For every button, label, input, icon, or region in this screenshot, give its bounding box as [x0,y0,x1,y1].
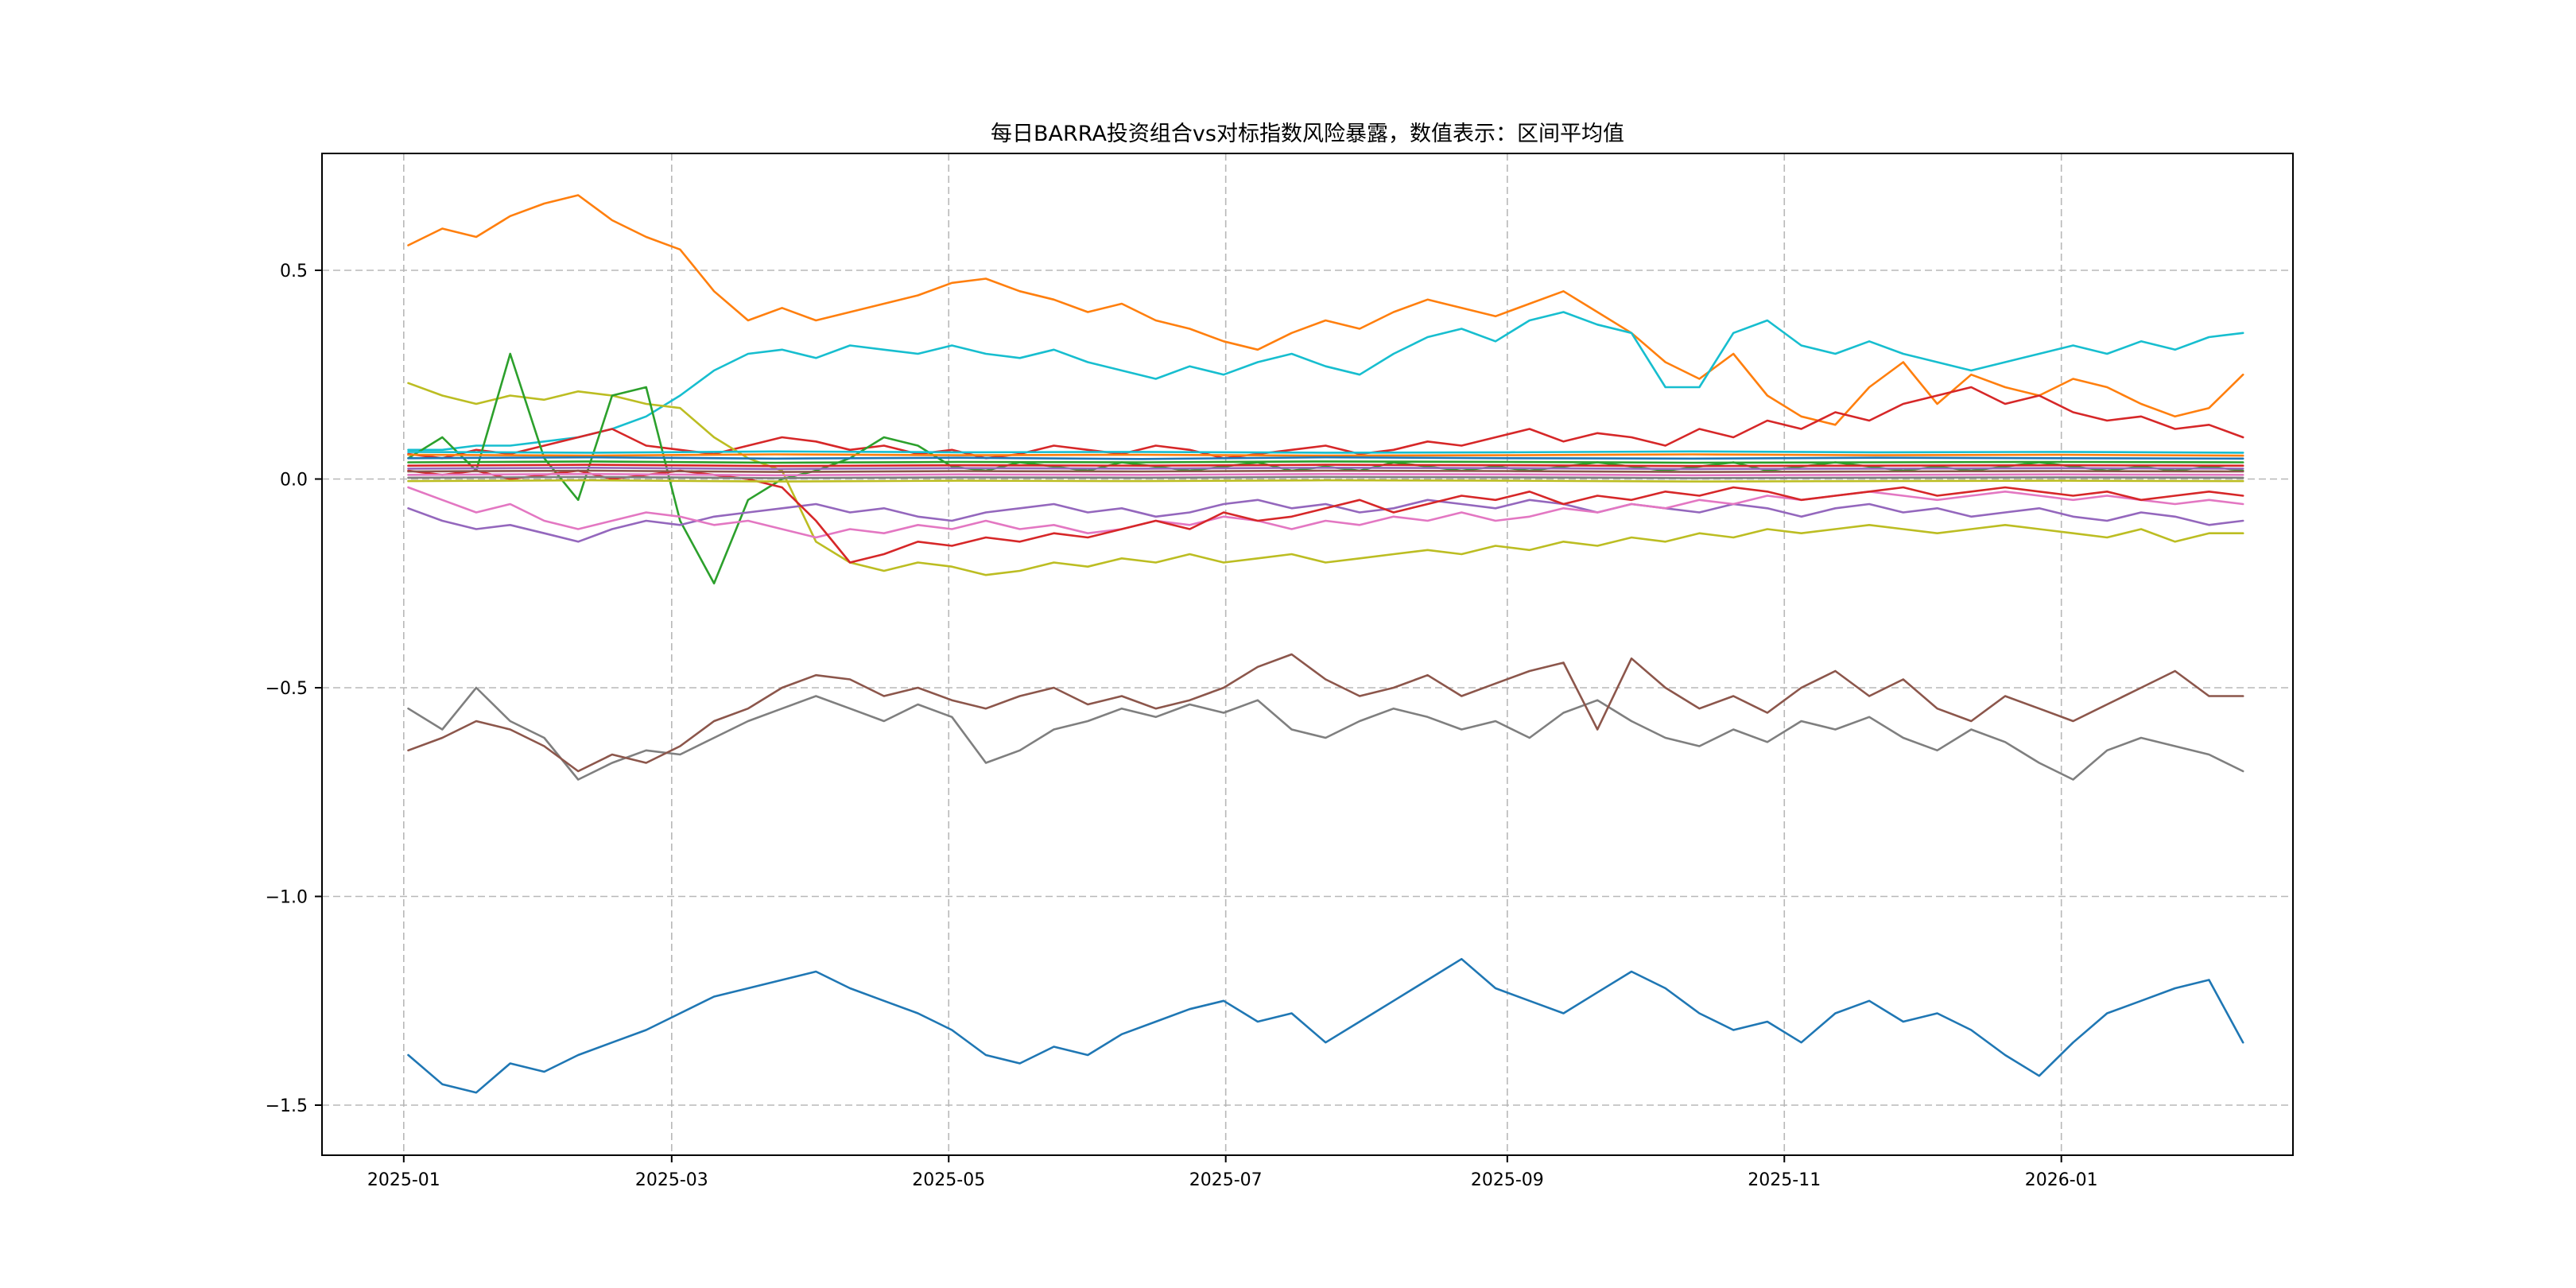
series-purple-mid [407,499,2244,543]
x-tick-label: 2025-03 [635,1170,708,1190]
x-tick-label: 2025-05 [912,1170,985,1190]
series-cluster-purple [407,466,2244,471]
x-tick-label: 2025-11 [1748,1170,1821,1190]
series-cluster-red [407,464,2244,467]
series-cluster-orange [407,453,2244,457]
chart-title: 每日BARRA投资组合vs对标指数风险暴露，数值表示：区间平均值 [991,122,1624,146]
series-gray-lower [407,686,2244,781]
x-tick-label: 2025-07 [1189,1170,1263,1190]
x-tick-label: 2026-01 [2025,1170,2098,1190]
series-cluster-brown [407,469,2244,473]
y-tick-label: 0.0 [280,471,308,491]
y-tick-label: 0.5 [280,262,308,281]
y-tick-label: −0.5 [266,679,308,699]
series-darkred-rising [407,386,2244,460]
y-tick-label: −1.0 [266,888,308,908]
series-cluster-gray [407,475,2244,479]
series-cluster-pink [407,472,2244,477]
series-orange-upper [407,194,2244,426]
plot-border [321,153,2294,1156]
series-brown-lower [407,653,2244,773]
series-blue-lower [407,957,2244,1094]
x-tick-label: 2025-09 [1471,1170,1544,1190]
series-cyan-upper [407,311,2244,452]
series-cluster-blue [407,456,2244,460]
y-tick-label: −1.5 [266,1096,308,1116]
series-cluster-olive [407,479,2244,483]
series-cluster-green [407,460,2244,464]
series-olive-mid [407,382,2244,576]
series-pink-mid [407,486,2244,539]
x-tick-label: 2025-01 [367,1170,440,1190]
series-cluster-cyan [407,450,2244,454]
